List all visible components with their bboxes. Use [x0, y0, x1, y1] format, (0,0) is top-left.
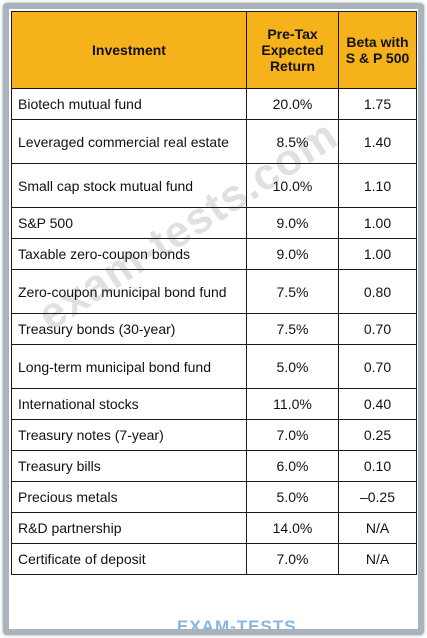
beta-cell: 1.00 [338, 207, 417, 239]
table-row: Taxable zero-coupon bonds 9.0% 1.00 [11, 238, 417, 270]
table-row: International stocks 11.0% 0.40 [11, 388, 417, 420]
return-cell: 11.0% [246, 388, 339, 420]
header-row: Investment Pre-Tax Expected Return Beta … [11, 11, 417, 89]
investment-cell: Taxable zero-coupon bonds [11, 238, 247, 270]
table-row: Treasury bills 6.0% 0.10 [11, 450, 417, 482]
investment-cell: Treasury notes (7-year) [11, 419, 247, 451]
table-row: Certificate of deposit 7.0% N/A [11, 543, 417, 575]
beta-cell: 0.70 [338, 313, 417, 345]
table-row: S&P 500 9.0% 1.00 [11, 207, 417, 239]
beta-cell: 0.40 [338, 388, 417, 420]
investment-cell: Treasury bills [11, 450, 247, 482]
return-cell: 7.5% [246, 313, 339, 345]
investment-cell: S&P 500 [11, 207, 247, 239]
beta-cell: 0.70 [338, 344, 417, 389]
header-beta: Beta with S & P 500 [338, 11, 417, 89]
beta-cell: 1.00 [338, 238, 417, 270]
header-pretax-return: Pre-Tax Expected Return [246, 11, 339, 89]
investment-table: Investment Pre-Tax Expected Return Beta … [11, 11, 417, 575]
document-frame: Investment Pre-Tax Expected Return Beta … [3, 3, 424, 635]
beta-cell: N/A [338, 543, 417, 575]
return-cell: 20.0% [246, 88, 339, 120]
table-row: R&D partnership 14.0% N/A [11, 512, 417, 544]
investment-cell: Treasury bonds (30-year) [11, 313, 247, 345]
investment-cell: Small cap stock mutual fund [11, 163, 247, 208]
header-investment: Investment [11, 11, 247, 89]
table-row: Treasury bonds (30-year) 7.5% 0.70 [11, 313, 417, 345]
brand-watermark: EXAM-TESTS [177, 617, 297, 635]
beta-cell: N/A [338, 512, 417, 544]
investment-cell: Precious metals [11, 481, 247, 513]
beta-cell: 1.10 [338, 163, 417, 208]
table-row: Long-term municipal bond fund 5.0% 0.70 [11, 344, 417, 389]
table-row: Precious metals 5.0% –0.25 [11, 481, 417, 513]
return-cell: 9.0% [246, 238, 339, 270]
return-cell: 7.0% [246, 543, 339, 575]
return-cell: 7.5% [246, 269, 339, 314]
table-row: Treasury notes (7-year) 7.0% 0.25 [11, 419, 417, 451]
beta-cell: 1.40 [338, 119, 417, 164]
beta-cell: –0.25 [338, 481, 417, 513]
beta-cell: 0.10 [338, 450, 417, 482]
investment-cell: Leveraged commercial real estate [11, 119, 247, 164]
table-row: Zero-coupon municipal bond fund 7.5% 0.8… [11, 269, 417, 314]
return-cell: 6.0% [246, 450, 339, 482]
return-cell: 5.0% [246, 481, 339, 513]
return-cell: 10.0% [246, 163, 339, 208]
beta-cell: 0.80 [338, 269, 417, 314]
investment-cell: R&D partnership [11, 512, 247, 544]
investment-cell: Zero-coupon municipal bond fund [11, 269, 247, 314]
table-row: Leveraged commercial real estate 8.5% 1.… [11, 119, 417, 164]
investment-cell: Biotech mutual fund [11, 88, 247, 120]
return-cell: 9.0% [246, 207, 339, 239]
investment-cell: Long-term municipal bond fund [11, 344, 247, 389]
investment-cell: Certificate of deposit [11, 543, 247, 575]
beta-cell: 0.25 [338, 419, 417, 451]
beta-cell: 1.75 [338, 88, 417, 120]
return-cell: 8.5% [246, 119, 339, 164]
table-row: Biotech mutual fund 20.0% 1.75 [11, 88, 417, 120]
table-row: Small cap stock mutual fund 10.0% 1.10 [11, 163, 417, 208]
investment-cell: International stocks [11, 388, 247, 420]
return-cell: 7.0% [246, 419, 339, 451]
return-cell: 5.0% [246, 344, 339, 389]
return-cell: 14.0% [246, 512, 339, 544]
